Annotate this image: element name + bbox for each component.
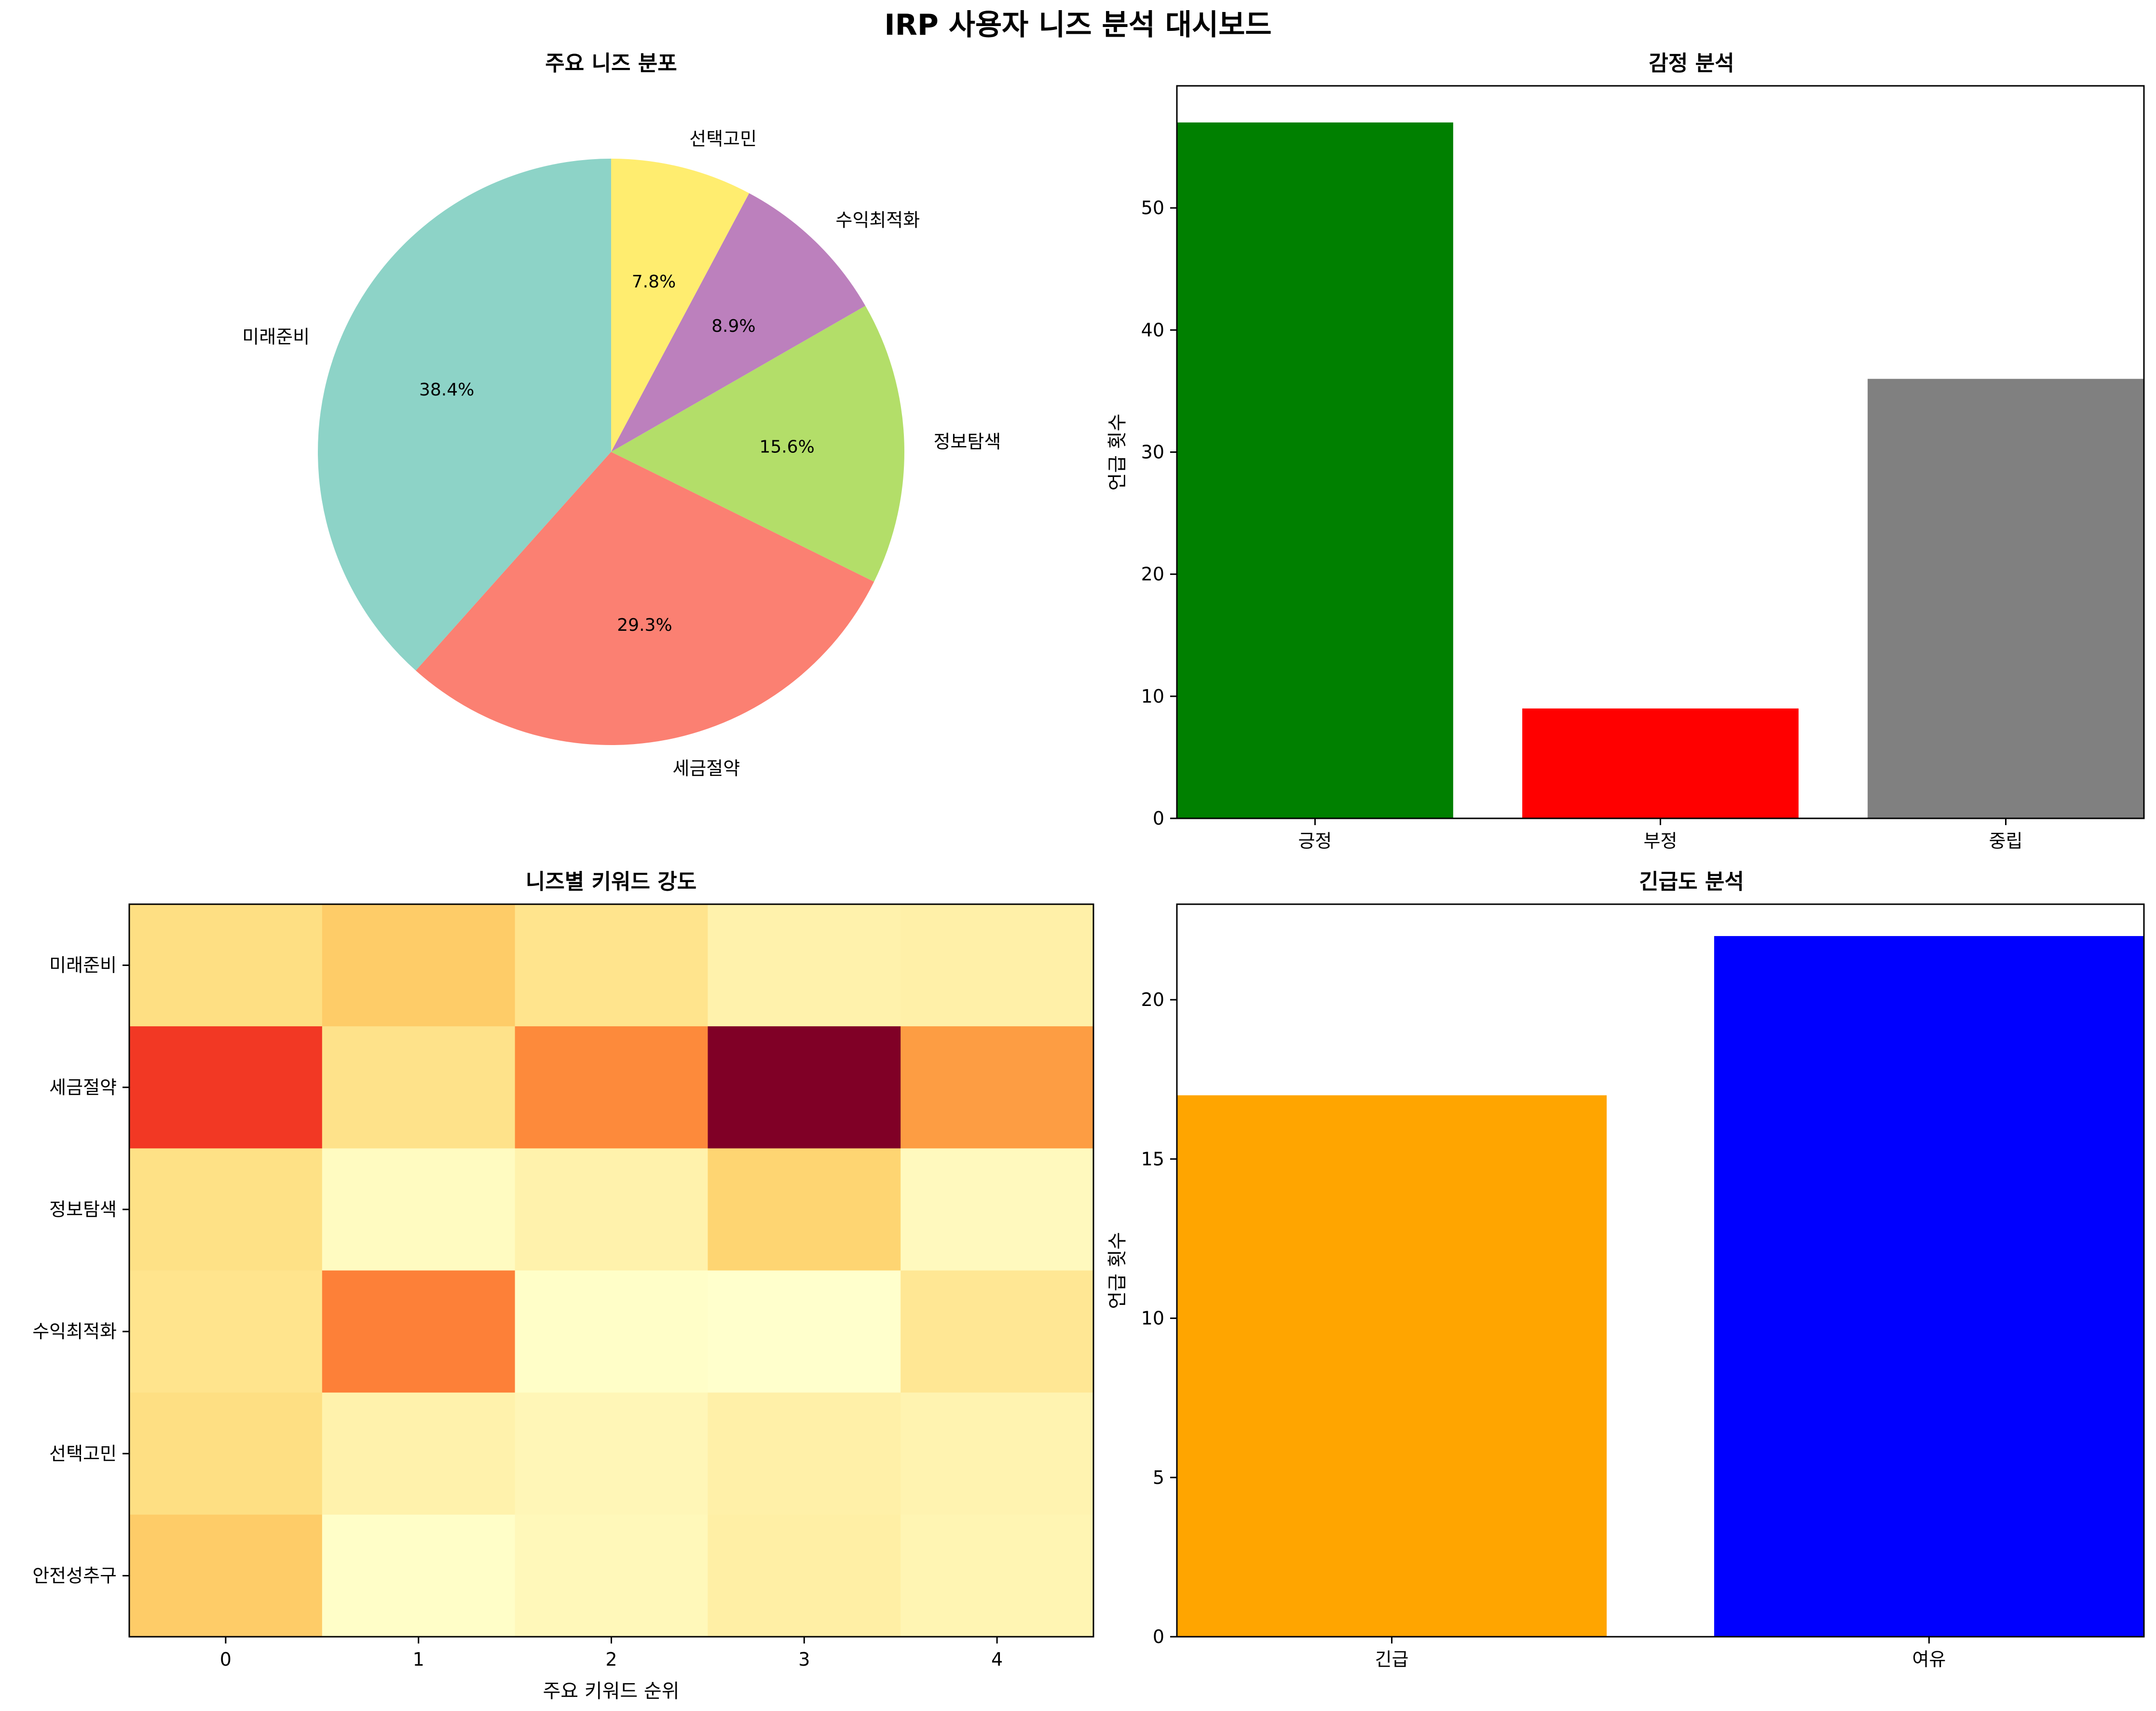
heatmap-cell-r3-c4 [708,1148,901,1271]
sentiment-y-tick-label-1: 0 [1153,808,1164,829]
heatmap-column-label-5: 4 [991,1649,1003,1670]
pie-label-2: 세금절약 [672,758,740,779]
heatmap-cell-r4-c3 [515,1270,708,1393]
urgency-bar-chart: 긴급도 분석 긴급 여유 0 5 10 15 20 언급 횟수 [1106,869,2145,1670]
heatmap-cell-r1-c4 [708,904,901,1027]
pie-label-5: 선택고민 [689,128,757,149]
urgency-y-axis-label: 언급 횟수 [1106,1232,1129,1309]
urgency-y-tick-label-1: 0 [1153,1626,1164,1647]
pie-label-3: 정보탐색 [933,431,1001,452]
heatmap-cell-r6-c5 [901,1514,1094,1637]
urgency-bar-1 [1177,1095,1607,1637]
heatmap-column-label-3: 2 [605,1649,617,1670]
heatmap-cell-r1-c5 [901,904,1094,1027]
sentiment-y-tick-label-6: 50 [1141,197,1164,218]
urgency-x-tick-label-1: 긴급 [1375,1649,1409,1670]
pie-chart-title: 주요 니즈 분포 [545,51,677,76]
heatmap-cell-r5-c1 [129,1392,323,1515]
heatmap-cell-r6-c4 [708,1514,901,1637]
dashboard-title: IRP 사용자 니즈 분석 대시보드 [884,8,1271,42]
sentiment-x-tick-label-3: 중립 [1989,830,2023,852]
urgency-axes-frame [1176,903,2145,1638]
pie-label-4: 수익최적화 [835,210,920,231]
heatmap-cell-r4-c2 [322,1270,516,1393]
sentiment-bar-chart: 감정 분석 긍정 부정 중립 0 10 20 30 40 50 언급 횟수 [1106,51,2145,852]
heatmap-cell-r5-c2 [322,1392,516,1515]
sentiment-chart-title: 감정 분석 [1649,51,1734,76]
heatmap-cell-r6-c3 [515,1514,708,1637]
sentiment-x-tick-label-1: 긍정 [1298,830,1332,852]
heatmap-row-label-3: 정보탐색 [49,1199,117,1220]
heatmap-cell-r1-c3 [515,904,708,1027]
urgency-y-tick-label-5: 20 [1141,989,1164,1010]
pie-slice-3 [611,306,904,582]
sentiment-bar-3 [1868,379,2144,818]
heatmap-cell-r1-c1 [129,904,323,1027]
heatmap-cell-r5-c3 [515,1392,708,1515]
urgency-bar-2 [1714,936,2144,1637]
needs-distribution-pie-chart: 주요 니즈 분포 미래준비 38.4% 세금절약 29.3% 정보탐색 15.6% 수익최적… [242,51,1001,779]
heatmap-row-label-2: 세금절약 [49,1077,117,1098]
heatmap-row-label-4: 수익최적화 [32,1321,117,1342]
heatmap-cell-r4-c4 [708,1270,901,1393]
heatmap-cell-r3-c3 [515,1148,708,1271]
heatmap-cell-r2-c4 [708,1026,901,1149]
sentiment-y-tick-label-5: 40 [1141,319,1164,340]
heatmap-cell-r2-c2 [322,1026,516,1149]
heatmap-cell-r5-c4 [708,1392,901,1515]
pie-slice-2 [416,452,874,745]
sentiment-y-tick-label-4: 30 [1141,442,1164,463]
urgency-chart-title: 긴급도 분석 [1639,869,1744,894]
sentiment-y-tick-label-2: 10 [1141,686,1164,707]
urgency-y-tick-label-4: 15 [1141,1148,1164,1169]
sentiment-x-tick-label-2: 부정 [1644,830,1678,852]
pie-percent-label-4: 8.9% [711,316,755,336]
heatmap-cell-r3-c1 [129,1148,323,1271]
heatmap-cell-r3-c2 [322,1148,516,1271]
heatmap-cell-r2-c1 [129,1026,323,1149]
urgency-x-tick-label-2: 여유 [1912,1649,1946,1670]
heatmap-cell-r6-c2 [322,1514,516,1637]
heatmap-cell-r4-c1 [129,1270,323,1393]
heatmap-title: 니즈별 키워드 강도 [526,869,696,894]
pie-label-1: 미래준비 [242,326,310,348]
sentiment-bar-1 [1177,122,1453,819]
pie-slice-5 [611,159,750,452]
heatmap-cell-r3-c5 [901,1148,1094,1271]
heatmap-column-label-2: 1 [413,1649,424,1670]
heatmap-row-label-5: 선택고민 [49,1443,117,1464]
heatmap-cell-r5-c5 [901,1392,1094,1515]
heatmap-column-label-4: 3 [798,1649,810,1670]
heatmap-cell-r6-c1 [129,1514,323,1637]
pie-percent-label-5: 7.8% [632,272,676,292]
sentiment-bar-2 [1522,708,1799,818]
urgency-y-tick-label-2: 5 [1153,1467,1164,1488]
pie-percent-label-2: 29.3% [617,615,672,635]
pie-slice-4 [611,193,866,452]
heatmap-column-label-1: 0 [220,1649,232,1670]
sentiment-y-axis-label: 언급 횟수 [1106,414,1129,491]
pie-percent-label-1: 38.4% [419,380,474,400]
heatmap-cell-r2-c5 [901,1026,1094,1149]
heatmap-cell-r4-c5 [901,1270,1094,1393]
sentiment-y-tick-label-3: 20 [1141,564,1164,585]
pie-percent-label-3: 15.6% [759,437,814,457]
pie-slice-1 [318,159,611,671]
heatmap-x-axis-label: 주요 키워드 순위 [543,1680,679,1702]
heatmap-row-label-1: 미래준비 [49,955,117,976]
heatmap-cell-r1-c2 [322,904,516,1027]
heatmap-row-label-6: 안전성추구 [32,1565,117,1586]
urgency-y-tick-label-3: 10 [1141,1308,1164,1329]
heatmap-cell-r2-c3 [515,1026,708,1149]
